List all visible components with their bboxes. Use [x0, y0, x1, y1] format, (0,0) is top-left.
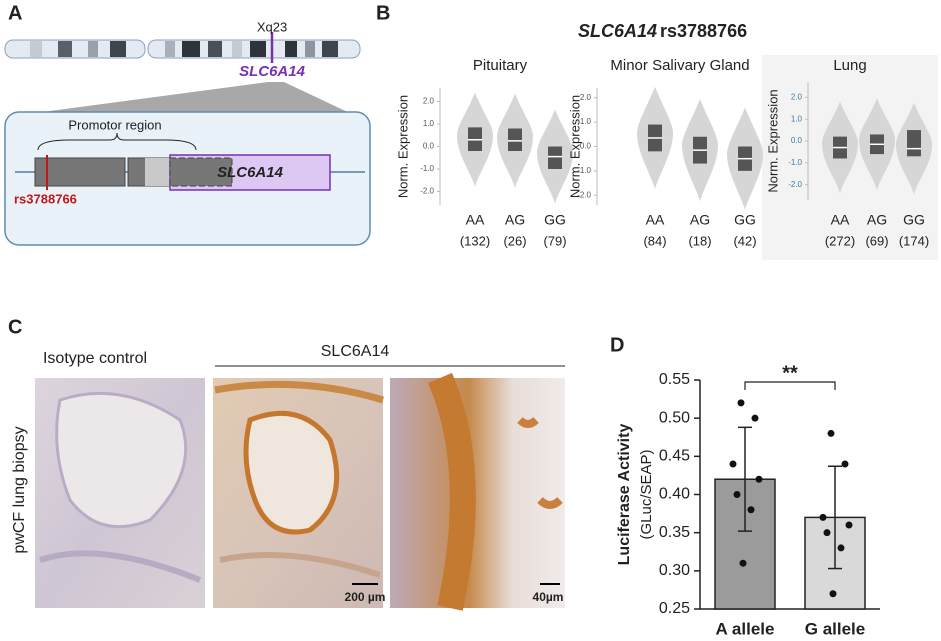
- data-point: [733, 491, 741, 498]
- data-point: [751, 414, 759, 422]
- y-tick-label: 0.45: [659, 448, 690, 465]
- data-point: [823, 529, 831, 537]
- significance-bracket: [744, 381, 836, 390]
- y-tick-label: 0.40: [659, 486, 690, 503]
- data-point: [739, 559, 747, 567]
- y-tick-label: 2.0: [580, 93, 592, 102]
- gene-label: SLC6A14: [239, 63, 306, 80]
- exon: [169, 157, 233, 187]
- scale-bar-label: 40µm: [533, 590, 564, 604]
- count-label: (26): [503, 233, 526, 248]
- y-tick-label: -2.0: [420, 187, 434, 196]
- y-tick-label: 0.55: [659, 371, 690, 388]
- y-tick-label: 0.0: [791, 136, 803, 145]
- exon: [145, 158, 170, 186]
- micrograph: [213, 378, 385, 608]
- box: [508, 128, 522, 151]
- y-axis-label: Norm. Expression: [567, 95, 582, 198]
- panel-letter: B: [376, 2, 390, 24]
- y-axis-label: Norm. Expression: [765, 89, 780, 192]
- scale-bar-label: 200 µm: [345, 590, 386, 604]
- y-tick-label: -2.0: [788, 180, 802, 189]
- panel-letter: C: [8, 316, 22, 338]
- stain-label: SLC6A14: [321, 343, 390, 360]
- genotype-label: AG: [690, 212, 710, 228]
- genotype-label: GG: [544, 212, 566, 228]
- data-point: [845, 521, 853, 529]
- data-point: [837, 544, 845, 552]
- count-label: (42): [733, 233, 756, 248]
- count-label: (272): [825, 233, 855, 248]
- y-axis-label: Norm. Expression: [395, 95, 410, 198]
- micrograph: [35, 378, 205, 608]
- data-point: [841, 460, 849, 468]
- y-tick-label: -1.0: [788, 158, 802, 167]
- y-tick-label: 2.0: [791, 92, 803, 101]
- panel-letter: A: [8, 2, 22, 24]
- y-tick-label: 0.25: [659, 600, 690, 617]
- panel-b-title: SLC6A14: [578, 21, 657, 41]
- gene-box-label: SLC6A14: [217, 164, 284, 181]
- exon: [34, 157, 126, 187]
- genotype-label: AG: [867, 212, 887, 228]
- y-tick-label: 1.0: [423, 119, 435, 128]
- y-tick-label: -1.0: [577, 166, 591, 175]
- genotype-label: GG: [734, 212, 756, 228]
- y-tick-label: 1.0: [580, 117, 592, 126]
- box: [548, 146, 562, 169]
- count-label: (174): [899, 233, 929, 248]
- data-point: [819, 513, 827, 521]
- genotype-label: AA: [646, 212, 665, 228]
- count-label: (132): [460, 233, 490, 248]
- significance-label: **: [782, 362, 798, 384]
- y-tick-label: 0.35: [659, 524, 690, 541]
- y-tick-label: 0.30: [659, 562, 690, 579]
- y-axis-subtitle: (GLuc/SEAP): [638, 449, 655, 539]
- y-tick-label: 0.0: [580, 142, 592, 151]
- region-label: Promotor region: [68, 117, 161, 132]
- brace: [37, 132, 197, 151]
- bar-chart: 0.25 0.30 0.35 0.40 0.45 0.50 0.55 Luciferase A…: [616, 362, 880, 638]
- y-tick-label: 1.0: [791, 114, 803, 123]
- data-point: [729, 460, 737, 468]
- genotype-label: AG: [505, 212, 525, 228]
- count-label: (69): [865, 233, 888, 248]
- panel-letter: D: [610, 334, 624, 356]
- row-label: pwCF lung biopsy: [11, 426, 28, 553]
- micrograph: [390, 372, 565, 611]
- panel-b-title: rs3788766: [660, 21, 747, 41]
- tissue-label: Pituitary: [473, 57, 528, 74]
- data-point: [755, 475, 763, 483]
- x-tick-label: G allele: [805, 619, 865, 638]
- data-point: [747, 506, 755, 514]
- ideogram: [4, 32, 361, 63]
- y-tick-label: 0.0: [423, 142, 435, 151]
- tissue-label: Lung: [833, 57, 866, 74]
- count-label: (18): [688, 233, 711, 248]
- y-tick-label: -2.0: [577, 190, 591, 199]
- genotype-label: AA: [466, 212, 485, 228]
- y-tick-label: -1.0: [420, 164, 434, 173]
- data-point: [827, 429, 835, 437]
- y-axis-title: Luciferase Activity: [616, 424, 633, 566]
- y-tick-label: 0.50: [659, 409, 690, 426]
- y-tick-label: 2.0: [423, 97, 435, 106]
- genotype-label: AA: [831, 212, 850, 228]
- snp-label: rs3788766: [14, 191, 77, 206]
- data-point: [829, 590, 837, 598]
- band-label: Xq23: [257, 19, 287, 34]
- genotype-label: GG: [903, 212, 925, 228]
- zoom-wedge: [12, 82, 356, 116]
- count-label: (79): [543, 233, 566, 248]
- control-label: Isotype control: [43, 350, 147, 367]
- data-point: [737, 399, 745, 407]
- count-label: (84): [643, 233, 666, 248]
- x-tick-label: A allele: [716, 619, 775, 638]
- tissue-label: Minor Salivary Gland: [610, 57, 749, 74]
- box: [907, 130, 921, 157]
